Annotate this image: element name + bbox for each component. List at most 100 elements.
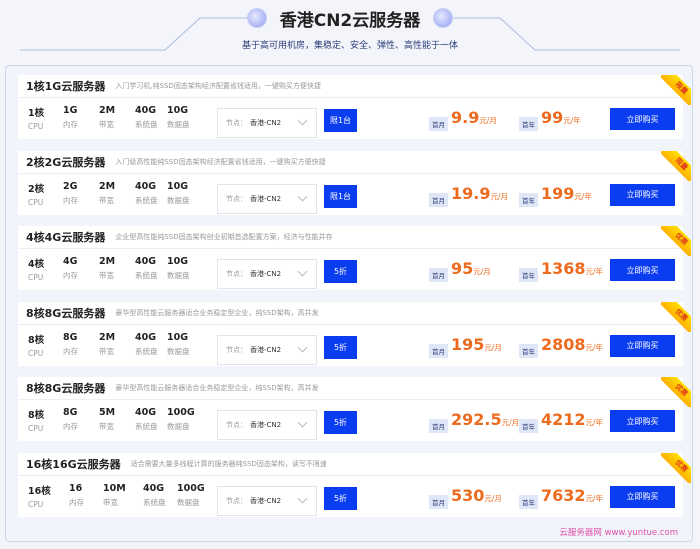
- plan-description: 豪华型高性能云服务器适合业务稳定型企业，纯SSD架构，高并发: [115, 308, 319, 317]
- spec-bandwidth: 2M 带宽: [99, 331, 116, 356]
- monthly-price: 292.5元/月: [451, 410, 520, 429]
- monthly-price: 530元/月: [451, 485, 502, 505]
- spec-cpu: 4核 CPU: [28, 259, 45, 282]
- spec-system-disk: 40G 系统盘: [135, 256, 158, 280]
- promo-tag-button[interactable]: 5折: [324, 260, 357, 283]
- buy-now-button[interactable]: 立即购买: [610, 334, 675, 357]
- first-year-badge: 首年: [519, 192, 538, 207]
- first-month-badge: 首月: [429, 419, 448, 433]
- globe-icon: [433, 8, 453, 28]
- buy-now-button[interactable]: 立即购买: [610, 183, 675, 206]
- spec-cpu: 1核 CPU: [28, 108, 45, 131]
- node-select[interactable]: 节点： 香港-CN2: [217, 259, 317, 289]
- spec-data-disk: 10G 数据盘: [167, 256, 190, 280]
- spec-memory: 8G 内存: [63, 331, 78, 356]
- promo-tag-button[interactable]: 限1台: [324, 109, 357, 132]
- spec-bandwidth: 5M 带宽: [99, 407, 116, 431]
- spec-bandwidth: 10M 带宽: [103, 482, 126, 507]
- corner-ribbon: 优惠: [661, 377, 691, 407]
- chevron-down-icon: [297, 191, 308, 201]
- spec-cpu: 8核 CPU: [28, 410, 45, 433]
- promo-tag-button[interactable]: 5折: [324, 486, 357, 510]
- corner-ribbon: 优惠: [661, 226, 691, 256]
- chevron-down-icon: [297, 342, 308, 352]
- page-title: 香港CN2云服务器: [279, 11, 421, 31]
- first-month-badge: 首月: [429, 494, 448, 509]
- spec-system-disk: 40G 系统盘: [143, 482, 166, 507]
- buy-now-button[interactable]: 立即购买: [610, 410, 675, 432]
- plans-container: 云服务器网 www.yuntue.com 1核1G云服务器 入门学习机,纯SSD…: [5, 65, 693, 542]
- chevron-down-icon: [297, 266, 308, 277]
- buy-now-button[interactable]: 立即购买: [610, 108, 675, 130]
- corner-ribbon: 优惠: [661, 301, 691, 332]
- corner-ribbon: 限量: [661, 150, 691, 181]
- monthly-price: 95元/月: [451, 259, 491, 278]
- plan-card: 2核2G云服务器 入门级高性能纯SSD固态架构经济配置省钱适用，一键购买方便快捷…: [18, 150, 691, 215]
- plan-description: 适合需要大量多线程计算的服务器纯SSD固态架构，读写不限速: [130, 459, 327, 468]
- first-year-badge: 首年: [519, 419, 538, 433]
- plan-title: 8核8G云服务器: [26, 382, 106, 395]
- plan-card: 8核8G云服务器 豪华型高性能云服务器适合业务稳定型企业，纯SSD架构，高并发 …: [18, 377, 691, 441]
- spec-data-disk: 10G 数据盘: [167, 105, 190, 129]
- yearly-price: 199元/年: [541, 183, 592, 203]
- first-year-badge: 首年: [519, 117, 538, 131]
- node-select[interactable]: 节点： 香港-CN2: [217, 183, 317, 214]
- buy-now-button[interactable]: 立即购买: [610, 485, 675, 508]
- monthly-price: 9.9元/月: [451, 108, 497, 127]
- plan-card: 4核4G云服务器 企业型高性能纯SSD固态架构创业初期首选配置方案，经济与性能并…: [18, 226, 691, 290]
- corner-ribbon: 限量: [661, 75, 691, 105]
- plan-card: 16核16G云服务器 适合需要大量多线程计算的服务器纯SSD固态架构，读写不限速…: [18, 452, 691, 517]
- spec-cpu: 16核 CPU: [28, 485, 51, 509]
- spec-system-disk: 40G 系统盘: [135, 331, 158, 356]
- globe-icon: [247, 8, 267, 28]
- plan-title: 2核2G云服务器: [26, 155, 106, 169]
- spec-cpu: 2核 CPU: [28, 183, 45, 207]
- chevron-down-icon: [297, 417, 308, 428]
- first-month-badge: 首月: [429, 343, 448, 358]
- plan-description: 入门学习机,纯SSD固态架构经济配置省钱适用，一键购买方便快捷: [115, 82, 321, 90]
- spec-memory: 4G 内存: [63, 256, 78, 280]
- yearly-price: 4212元/年: [541, 410, 604, 429]
- chevron-down-icon: [297, 115, 308, 126]
- plan-title: 16核16G云服务器: [26, 457, 121, 471]
- first-month-badge: 首月: [429, 117, 448, 131]
- plan-description: 豪华型高性能云服务器适合业务稳定型企业，纯SSD架构，高并发: [115, 384, 319, 392]
- spec-system-disk: 40G 系统盘: [135, 180, 158, 205]
- spec-data-disk: 100G 数据盘: [177, 482, 205, 507]
- node-select[interactable]: 节点： 香港-CN2: [217, 334, 317, 365]
- first-month-badge: 首月: [429, 268, 448, 282]
- spec-cpu: 8核 CPU: [28, 334, 45, 358]
- plan-card: 1核1G云服务器 入门学习机,纯SSD固态架构经济配置省钱适用，一键购买方便快捷…: [18, 75, 691, 139]
- yearly-price: 1368元/年: [541, 259, 604, 278]
- spec-bandwidth: 2M 带宽: [99, 256, 116, 280]
- spec-data-disk: 10G 数据盘: [167, 180, 190, 205]
- node-select[interactable]: 节点： 香港-CN2: [217, 485, 317, 516]
- yearly-price: 99元/年: [541, 108, 581, 127]
- monthly-price: 19.9元/月: [451, 183, 509, 203]
- spec-data-disk: 100G 数据盘: [167, 407, 195, 431]
- yearly-price: 7632元/年: [541, 485, 604, 505]
- spec-memory: 8G 内存: [63, 407, 78, 431]
- spec-bandwidth: 2M 带宽: [99, 105, 116, 129]
- monthly-price: 195元/月: [451, 334, 502, 354]
- spec-memory: 1G 内存: [63, 105, 78, 129]
- promo-tag-button[interactable]: 5折: [324, 411, 357, 434]
- spec-system-disk: 40G 系统盘: [135, 407, 158, 431]
- spec-memory: 16 内存: [69, 482, 84, 507]
- first-year-badge: 首年: [519, 494, 538, 509]
- node-select[interactable]: 节点： 香港-CN2: [217, 410, 317, 440]
- yearly-price: 2808元/年: [541, 334, 604, 354]
- plan-title: 1核1G云服务器: [26, 80, 106, 93]
- promo-tag-button[interactable]: 限1台: [324, 184, 357, 208]
- node-select[interactable]: 节点： 香港-CN2: [217, 108, 317, 138]
- spec-memory: 2G 内存: [63, 180, 78, 205]
- promo-tag-button[interactable]: 5折: [324, 335, 357, 359]
- page-header: 香港CN2云服务器 基于高可用机房，集稳定、安全、弹性、高性能于一体: [0, 0, 700, 60]
- plan-description: 入门级高性能纯SSD固态架构经济配置省钱适用，一键购买方便快捷: [115, 157, 326, 166]
- chevron-down-icon: [297, 493, 308, 503]
- page-subtitle: 基于高可用机房，集稳定、安全、弹性、高性能于一体: [241, 41, 458, 51]
- spec-data-disk: 10G 数据盘: [167, 331, 190, 356]
- buy-now-button[interactable]: 立即购买: [610, 259, 675, 281]
- first-year-badge: 首年: [519, 268, 538, 282]
- plan-title: 8核8G云服务器: [26, 306, 106, 320]
